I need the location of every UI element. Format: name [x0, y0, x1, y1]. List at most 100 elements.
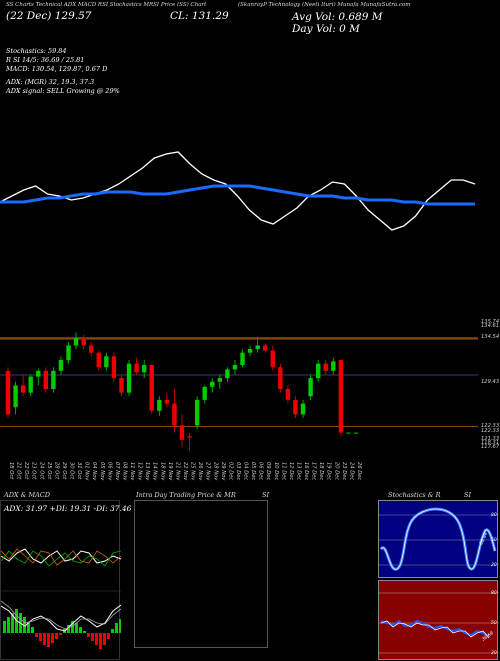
date-label: 02 Dec — [227, 462, 233, 480]
candle-body — [5, 370, 11, 415]
date-label: 13 Dec — [295, 462, 301, 480]
date-label: 18 Nov — [159, 462, 165, 481]
indicator-macd: MACD: 130.54, 129.87, 0.67 D — [6, 65, 108, 73]
candle-body — [308, 378, 313, 397]
price-label: 122.33 — [481, 428, 499, 434]
date-label: 17 Dec — [311, 462, 317, 480]
candle-body — [315, 363, 321, 379]
stoch-value-label: 59.84 — [478, 532, 489, 546]
candle-body — [73, 338, 79, 346]
date-label: 29 Nov — [220, 462, 226, 481]
candle-body — [338, 359, 344, 433]
candle-body — [43, 370, 49, 389]
date-label: 26 Nov — [197, 462, 203, 481]
candle-body — [96, 352, 101, 368]
stoch-panel-si: SI — [464, 491, 472, 499]
price-label: 117.67 — [481, 444, 500, 450]
candle-body — [187, 436, 192, 438]
date-label: 22 Nov — [182, 462, 188, 481]
oscillator-ma-line — [0, 184, 475, 206]
candle-body — [157, 399, 162, 411]
header-close: CL: 131.29 — [170, 10, 229, 22]
macd-bar — [23, 617, 26, 633]
price-label: 134.61 — [481, 323, 499, 329]
date-label: 04 Nov — [91, 462, 97, 481]
date-label: 18 Dec — [318, 462, 324, 480]
date-label: 23 Oct — [31, 462, 37, 480]
macd-bar — [39, 633, 42, 641]
date-label: 26 Dec — [356, 462, 362, 480]
date-label: 25 Nov — [190, 462, 196, 481]
stoch-svg: 80 50 20 59.84 — [379, 507, 499, 571]
adx-panel-title: ADX & MACD — [4, 491, 50, 499]
candle-body — [300, 403, 306, 415]
date-label: 19 Dec — [326, 462, 332, 480]
candle-body — [263, 345, 268, 351]
candle-body — [104, 356, 109, 368]
candle-body — [293, 399, 298, 415]
candle-body — [20, 385, 26, 393]
rsi-label-20: 20 — [491, 650, 497, 656]
macd-bar — [55, 633, 58, 639]
macd-bar — [43, 633, 46, 645]
macd-bar — [111, 629, 114, 633]
rsi-label-50: 50 — [491, 620, 497, 626]
candle-body — [58, 359, 64, 371]
macd-bar — [51, 633, 54, 643]
header-day-vol: Day Vol: 0 M — [292, 23, 360, 35]
rsi-panel: 80 50 20 36.69 — [378, 580, 499, 660]
candle-layer — [5, 332, 359, 451]
macd-bar — [47, 633, 50, 647]
candle-body — [111, 356, 117, 379]
macd-line — [1, 604, 121, 632]
date-label: 12 Nov — [137, 462, 143, 481]
date-label: 20 Dec — [333, 462, 339, 480]
candle-body — [346, 432, 351, 434]
price-label: 134.54 — [481, 334, 499, 340]
date-label: 05 Dec — [250, 462, 256, 480]
candle-body — [323, 363, 328, 371]
stoch-label-80: 80 — [491, 512, 497, 518]
candle-body — [232, 365, 238, 370]
date-label: 23 Dec — [341, 462, 347, 480]
macd-bar — [91, 633, 94, 641]
adx-value-label: ADX: 31.97 +DI: 19.31 -DI: 37.46 — [4, 504, 132, 513]
stoch-label-20: 20 — [491, 562, 497, 568]
macd-bar — [59, 633, 62, 635]
header-date: (22 Dec) 129.57 — [6, 10, 92, 22]
date-label: 06 Nov — [106, 462, 112, 481]
date-label: 28 Nov — [212, 462, 218, 481]
price-label: 118.31 — [481, 440, 499, 446]
date-label: 14 Nov — [152, 462, 158, 481]
macd-bar — [31, 627, 34, 633]
date-label: 09 Dec — [265, 462, 271, 480]
price-label: 129.43 — [481, 379, 499, 385]
date-label: 07 Nov — [114, 462, 120, 481]
date-label: 10 Dec — [273, 462, 279, 480]
candle-body — [270, 350, 275, 368]
date-label: 19 Nov — [167, 462, 173, 481]
candle-body — [331, 361, 336, 371]
macd-bar — [103, 633, 106, 645]
date-label: 01 Nov — [84, 462, 90, 481]
adx-panel: ADX: 31.97 +DI: 19.31 -DI: 37.46 — [0, 500, 131, 660]
date-label: 18 Oct — [8, 462, 14, 480]
candle-body — [81, 338, 86, 346]
date-label: 29 Oct — [61, 462, 67, 480]
rsi-slow-line — [380, 620, 490, 639]
candle-body — [225, 369, 230, 379]
minus-di-line — [1, 548, 121, 566]
header-title: (SkanrayP Technology (Neeti Ituri) Munaf… — [238, 2, 411, 8]
candle-body — [210, 381, 215, 387]
indicator-adx-signal: ADX signal: SELL Growing @ 29% — [6, 87, 120, 95]
macd-bar — [7, 617, 10, 633]
candle-body — [278, 367, 283, 389]
candle-body — [126, 363, 132, 393]
candle-body — [172, 403, 177, 426]
macd-bar — [79, 627, 82, 633]
rsi-label-80: 80 — [491, 590, 497, 596]
stoch-panel-title: Stochastics & R — [388, 491, 441, 499]
date-label: 13 Nov — [144, 462, 150, 481]
date-label: 04 Dec — [243, 462, 249, 480]
